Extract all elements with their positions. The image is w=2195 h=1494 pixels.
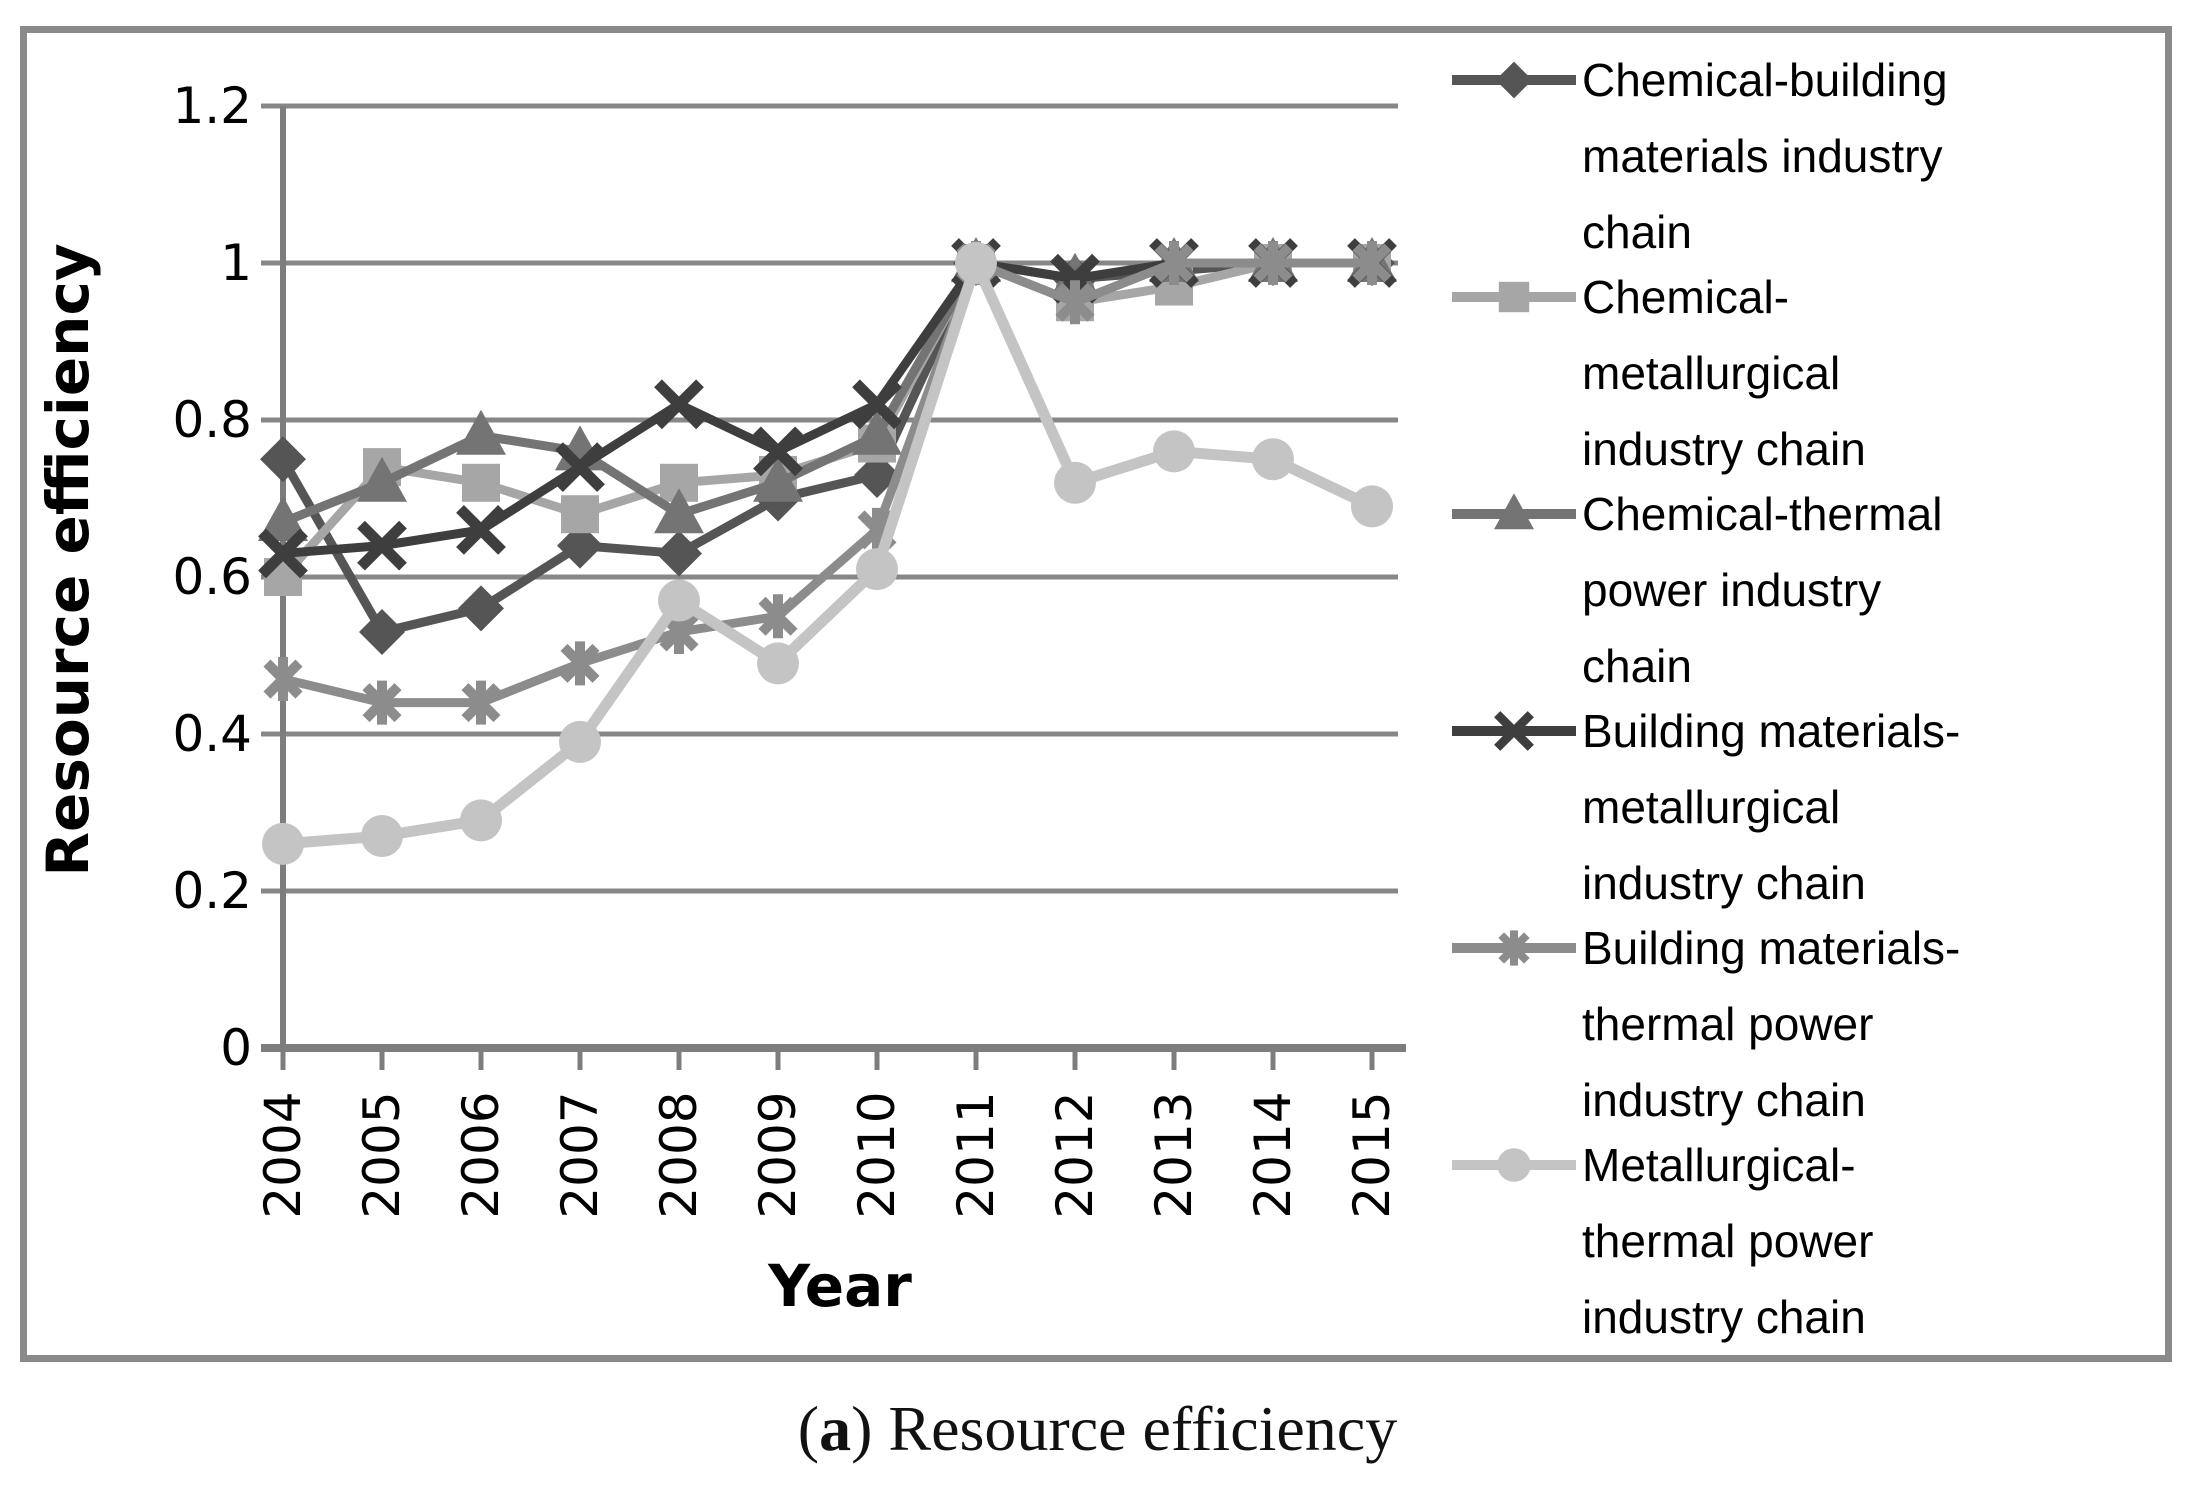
x-axis-tick-label: 2009	[749, 1091, 807, 1219]
diamond-marker-icon	[458, 585, 504, 632]
legend-entry-label: Chemical- metallurgical industry chain	[1582, 271, 1866, 475]
triangle-marker-icon	[258, 496, 308, 542]
series-line	[281, 257, 1372, 708]
circle-marker-icon	[1252, 438, 1294, 481]
x-marker-icon	[258, 528, 308, 579]
diamond-marker-icon	[260, 436, 306, 483]
circle-marker-icon	[1351, 485, 1393, 528]
diamond-marker-icon	[656, 530, 702, 577]
asterisk-marker-icon	[560, 641, 600, 686]
triangle-marker-icon	[753, 456, 803, 502]
x-axis-tick-label: 2013	[1145, 1091, 1203, 1219]
x-axis-tick-label: 2004	[254, 1091, 312, 1219]
x-axis-title: Year	[768, 1252, 912, 1320]
triangle-marker-icon	[357, 456, 407, 502]
circle-marker-icon	[559, 720, 601, 763]
x-marker-icon	[555, 442, 605, 492]
legend-entry-label: Metallurgical- thermal power industry ch…	[1582, 1139, 1874, 1343]
circle-marker-icon	[1054, 461, 1096, 504]
x-marker-icon	[654, 379, 704, 430]
legend-entry-label: Building materials- thermal power indust…	[1582, 922, 1961, 1126]
x-marker-icon	[1494, 711, 1534, 751]
x-axis-tick-label: 2014	[1244, 1091, 1302, 1219]
circle-marker-icon	[262, 822, 304, 865]
asterisk-marker-icon	[1055, 280, 1095, 325]
legend-key-square	[1452, 281, 1576, 313]
asterisk-marker-icon	[1352, 241, 1392, 285]
legend-entry-label: Chemical-building materials industry cha…	[1582, 54, 1948, 258]
x-axis-tick-label: 2011	[947, 1091, 1005, 1219]
x-axis-tick-label: 2006	[452, 1091, 510, 1219]
legend-key-circle	[1452, 1148, 1576, 1182]
diamond-marker-icon	[359, 608, 405, 655]
circle-marker-icon	[1497, 1148, 1531, 1182]
x-axis-tick-label: 2008	[650, 1091, 708, 1219]
legend-key-diamond	[1452, 61, 1576, 99]
x-marker-icon	[357, 520, 407, 571]
legend-entry-label: Building materials- metallurgical indust…	[1582, 705, 1961, 909]
y-axis-tick-label: 0.4	[172, 705, 252, 763]
asterisk-marker-icon	[461, 680, 501, 725]
y-axis-tick-label: 0.6	[172, 548, 252, 606]
circle-marker-icon	[460, 799, 502, 842]
y-axis-tick-label: 0.8	[172, 391, 252, 449]
circle-marker-icon	[856, 548, 898, 591]
legend-key-x	[1452, 711, 1576, 751]
legend-entry-label: Chemical-thermal power industry chain	[1582, 488, 1943, 692]
circle-marker-icon	[757, 642, 799, 685]
x-axis-tick-label: 2012	[1046, 1091, 1104, 1219]
y-axis-tick-label: 0	[220, 1019, 252, 1077]
x-marker-icon	[456, 505, 506, 555]
y-axis-tick-label: 1.2	[172, 77, 252, 135]
asterisk-marker-icon	[1154, 241, 1194, 285]
triangle-marker-icon	[852, 409, 902, 455]
asterisk-marker-icon	[758, 594, 798, 639]
circle-marker-icon	[658, 579, 700, 622]
x-marker-icon	[753, 426, 803, 477]
diamond-marker-icon	[557, 522, 603, 569]
caption-text: ) Resource efficiency	[851, 1393, 1398, 1464]
legend-key-triangle	[1452, 493, 1576, 530]
x-axis-tick-label: 2015	[1343, 1091, 1401, 1219]
circle-marker-icon	[361, 815, 403, 858]
y-axis-tick-label: 0.2	[172, 862, 252, 920]
triangle-marker-icon	[654, 488, 704, 534]
circle-marker-icon	[1153, 430, 1195, 473]
asterisk-marker-icon	[263, 657, 303, 702]
figure-caption: (a) Resource efficiency	[0, 1392, 2195, 1466]
x-axis-tick-label: 2010	[848, 1091, 906, 1219]
asterisk-marker-icon	[362, 680, 402, 725]
x-marker-icon	[852, 379, 902, 430]
asterisk-marker-icon	[1253, 241, 1293, 285]
caption-paren-open: (	[797, 1393, 820, 1464]
asterisk-marker-icon	[1498, 930, 1530, 966]
diamond-marker-icon	[1495, 61, 1533, 99]
square-marker-icon	[1498, 281, 1530, 313]
triangle-marker-icon	[456, 409, 506, 455]
series-line	[282, 247, 1375, 850]
y-axis-tick-label: 1	[220, 234, 252, 292]
series-line	[282, 258, 1372, 558]
triangle-marker-icon	[1494, 493, 1534, 530]
square-marker-icon	[561, 495, 599, 534]
x-axis-tick-label: 2007	[551, 1091, 609, 1219]
circle-marker-icon	[955, 242, 997, 284]
caption-letter: a	[819, 1393, 852, 1464]
square-marker-icon	[462, 463, 500, 502]
legend-key-asterisk	[1452, 930, 1576, 966]
x-axis-tick-label: 2005	[353, 1091, 411, 1219]
